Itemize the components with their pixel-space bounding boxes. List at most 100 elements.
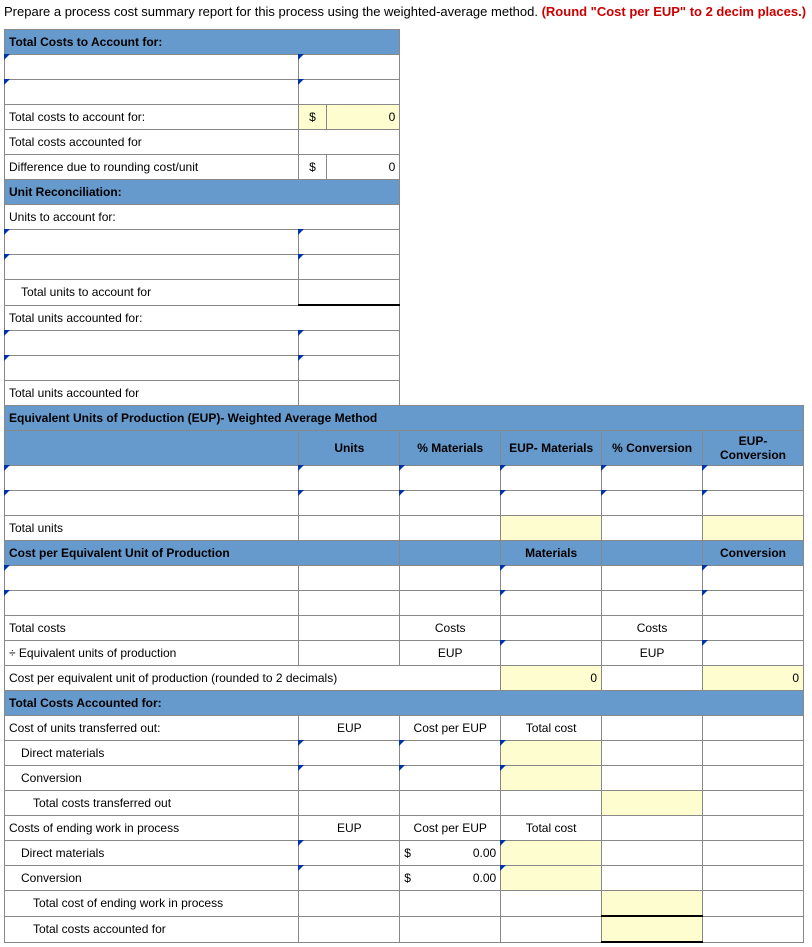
input-cell[interactable] — [501, 491, 602, 516]
input-cell[interactable] — [501, 566, 602, 591]
input-cell[interactable] — [299, 230, 400, 255]
col-blank — [5, 431, 299, 466]
row-label: Direct materials — [5, 741, 299, 766]
input-cell[interactable] — [299, 491, 400, 516]
value-cell: 0 — [703, 666, 804, 691]
row-label: Costs of ending work in process — [5, 816, 299, 841]
input-cell[interactable] — [703, 566, 804, 591]
input-cell[interactable] — [299, 766, 400, 791]
row-label: Units to account for: — [5, 205, 400, 230]
input-cell[interactable] — [400, 491, 501, 516]
label-cell: Costs — [602, 616, 703, 641]
row-label: Total units — [5, 516, 299, 541]
row-label: Direct materials — [5, 841, 299, 866]
row-label: Total costs transferred out — [5, 791, 299, 816]
col-cost-per-eup: Cost per EUP — [400, 816, 501, 841]
col-eup: EUP — [299, 816, 400, 841]
input-cell[interactable] — [703, 466, 804, 491]
col-total-cost: Total cost — [501, 716, 602, 741]
input-cell[interactable] — [501, 866, 602, 891]
input-cell[interactable] — [299, 356, 400, 381]
value-cell: 0 — [326, 155, 400, 180]
col-pct-conversion: % Conversion — [602, 431, 703, 466]
value-cell: 0 — [326, 105, 400, 130]
value-cell — [602, 916, 703, 942]
input-cell[interactable] — [5, 331, 299, 356]
row-label: Conversion — [5, 766, 299, 791]
input-cell[interactable] — [5, 491, 299, 516]
input-cell[interactable] — [5, 55, 299, 80]
col-pct-materials: % Materials — [400, 431, 501, 466]
input-cell[interactable] — [299, 841, 400, 866]
input-cell[interactable] — [400, 741, 501, 766]
row-label: Cost of units transferred out: — [5, 716, 299, 741]
value-cell — [501, 516, 602, 541]
col-cost-per-eup: Cost per EUP — [400, 716, 501, 741]
section-unit-recon: Unit Reconciliation: — [5, 180, 400, 205]
value-cell — [299, 130, 400, 155]
section-cost-per-eup: Cost per Equivalent Unit of Production — [5, 541, 400, 566]
row-label: Total units accounted for — [5, 381, 299, 406]
input-cell[interactable] — [400, 466, 501, 491]
input-cell[interactable] — [501, 641, 602, 666]
value-cell — [703, 516, 804, 541]
input-cell[interactable] — [703, 491, 804, 516]
input-cell[interactable] — [501, 841, 602, 866]
col-eup-materials: EUP- Materials — [501, 431, 602, 466]
input-cell[interactable] — [5, 255, 299, 280]
row-label: Total costs — [5, 616, 299, 641]
section-total-costs: Total Costs to Account for: — [5, 30, 400, 55]
input-cell[interactable] — [5, 466, 299, 491]
input-cell[interactable] — [703, 591, 804, 616]
value-cell: $0.00 — [400, 841, 501, 866]
input-cell[interactable] — [501, 466, 602, 491]
currency-cell: $ — [299, 155, 326, 180]
value-cell: $0.00 — [400, 866, 501, 891]
input-cell[interactable] — [299, 866, 400, 891]
input-cell[interactable] — [299, 55, 400, 80]
col-eup-conversion: EUP-Conversion — [703, 431, 804, 466]
value-cell — [602, 791, 703, 816]
col-total-cost: Total cost — [501, 816, 602, 841]
input-cell[interactable] — [299, 331, 400, 356]
input-cell[interactable] — [299, 255, 400, 280]
input-cell[interactable] — [5, 566, 299, 591]
input-cell[interactable] — [5, 230, 299, 255]
instruction-text: Prepare a process cost summary report fo… — [4, 4, 808, 19]
input-cell[interactable] — [501, 741, 602, 766]
input-cell[interactable] — [602, 491, 703, 516]
label-cell: EUP — [400, 641, 501, 666]
row-label: Cost per equivalent unit of production (… — [5, 666, 501, 691]
input-cell[interactable] — [5, 356, 299, 381]
input-cell[interactable] — [299, 80, 400, 105]
row-label: Total costs accounted for — [5, 916, 299, 942]
input-cell[interactable] — [5, 80, 299, 105]
row-label: Total units to account for — [5, 280, 299, 306]
row-label: Total costs accounted for — [5, 130, 299, 155]
row-label: Total costs to account for: — [5, 105, 299, 130]
label-cell: Costs — [400, 616, 501, 641]
input-cell[interactable] — [501, 591, 602, 616]
value-cell — [299, 381, 400, 406]
cost-summary-table: Total Costs to Account for: Total costs … — [4, 29, 804, 943]
value-cell — [299, 516, 400, 541]
row-label: Total units accounted for: — [5, 305, 400, 331]
col-eup: EUP — [299, 716, 400, 741]
section-eup: Equivalent Units of Production (EUP)- We… — [5, 406, 804, 431]
input-cell[interactable] — [602, 466, 703, 491]
col-conversion: Conversion — [703, 541, 804, 566]
input-cell[interactable] — [703, 641, 804, 666]
row-label: Difference due to rounding cost/unit — [5, 155, 299, 180]
input-cell[interactable] — [501, 766, 602, 791]
value-cell — [299, 280, 400, 306]
input-cell[interactable] — [5, 591, 299, 616]
input-cell[interactable] — [299, 741, 400, 766]
section-total-costs-accounted: Total Costs Accounted for: — [5, 691, 804, 716]
value-cell — [602, 891, 703, 917]
input-cell[interactable] — [400, 766, 501, 791]
label-cell: EUP — [602, 641, 703, 666]
value-cell: 0 — [501, 666, 602, 691]
input-cell[interactable] — [299, 466, 400, 491]
row-label: ÷ Equivalent units of production — [5, 641, 299, 666]
row-label: Conversion — [5, 866, 299, 891]
